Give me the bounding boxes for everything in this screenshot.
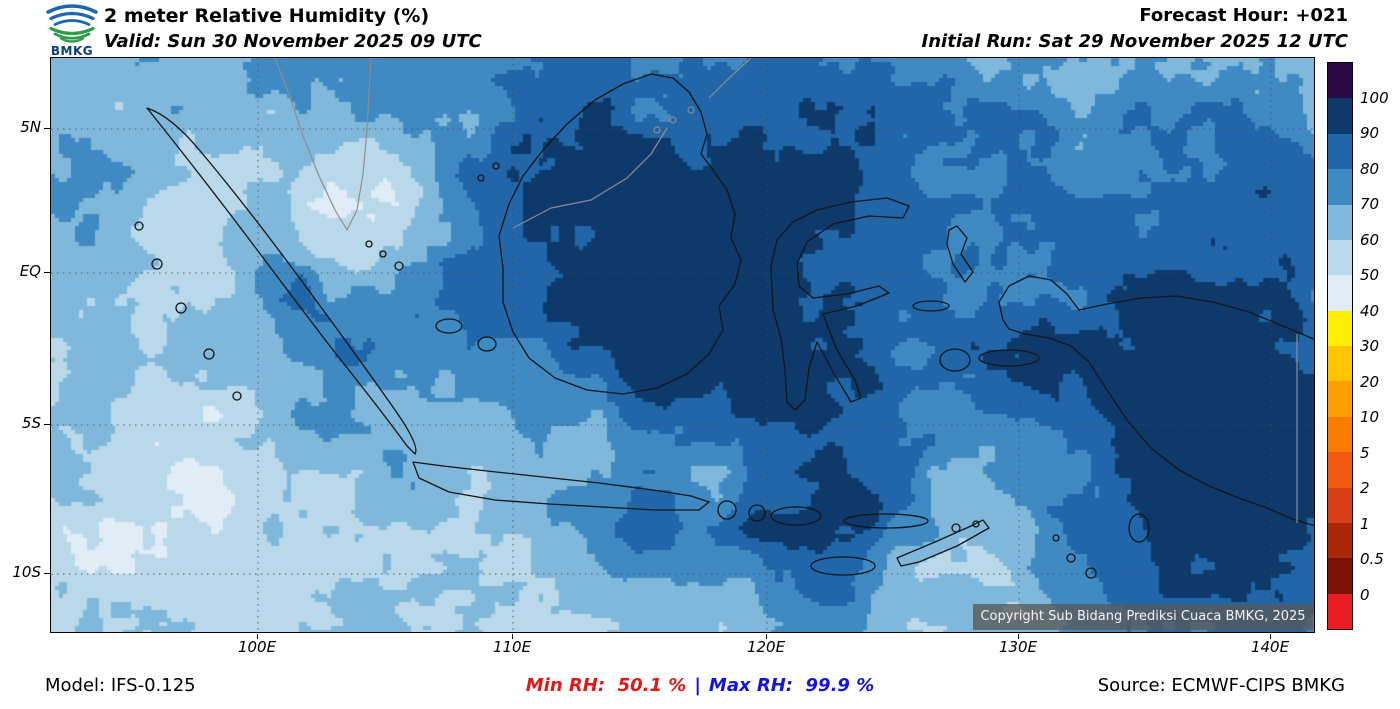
colorbar-segment bbox=[1328, 522, 1352, 559]
borneo-coastline bbox=[498, 73, 742, 395]
graticule bbox=[51, 58, 1314, 632]
colorbar-segment bbox=[1328, 593, 1352, 629]
colorbar-tick-label: 40 bbox=[1360, 301, 1380, 320]
x-axis-tick-label: 120E bbox=[746, 638, 786, 656]
valid-time: Valid: Sun 30 November 2025 09 UTC bbox=[104, 31, 482, 52]
y-axis-tick-mark bbox=[44, 573, 50, 574]
colorbar-segment bbox=[1328, 416, 1352, 453]
y-axis-tick-label: EQ bbox=[19, 262, 41, 280]
sumbawa-coastline bbox=[770, 506, 822, 526]
colorbar-tick-label: 1 bbox=[1360, 514, 1370, 533]
y-axis-tick-label: 5S bbox=[21, 414, 41, 432]
foreign-borders bbox=[274, 58, 1298, 523]
x-axis-tick-mark bbox=[1018, 634, 1019, 639]
colorbar-tick-label: 80 bbox=[1360, 159, 1380, 178]
min-rh: Min RH: 50.1 % bbox=[526, 675, 687, 696]
x-axis-tick-mark bbox=[1270, 634, 1271, 639]
aru-coastline bbox=[1128, 513, 1150, 543]
colorbar-segment bbox=[1328, 346, 1352, 382]
coastlines bbox=[134, 73, 1314, 579]
x-axis-tick-label: 140E bbox=[1250, 638, 1290, 656]
colorbar-tick-label: 2 bbox=[1360, 479, 1370, 497]
buru-coastline bbox=[939, 348, 971, 372]
colorbar-segment bbox=[1328, 275, 1352, 311]
sumba-coastline bbox=[810, 556, 876, 576]
colorbar-segment bbox=[1328, 310, 1352, 346]
colorbar-tick-label: 0 bbox=[1360, 585, 1370, 604]
palawan-coastline bbox=[708, 58, 752, 99]
sulawesi-coastline bbox=[770, 197, 910, 411]
min-rh-value: 50.1 % bbox=[617, 675, 687, 696]
x-axis-tick-label: 110E bbox=[492, 638, 532, 656]
map-overlay bbox=[51, 58, 1314, 632]
y-axis-tick-label: 10S bbox=[12, 563, 41, 581]
rh-minmax: Min RH: 50.1 % | Max RH: 99.9 % bbox=[0, 675, 1400, 696]
colorbar-segment bbox=[1328, 133, 1352, 170]
borneo-malaysia-border bbox=[512, 127, 668, 229]
initial-run: Initial Run: Sat 29 November 2025 12 UTC bbox=[921, 31, 1348, 52]
y-axis-tick-mark bbox=[44, 128, 50, 129]
colorbar-segment bbox=[1328, 239, 1352, 276]
colorbar-tick-label: 50 bbox=[1360, 266, 1380, 284]
colorbar-segment bbox=[1328, 381, 1352, 417]
x-axis-tick-mark bbox=[512, 634, 513, 639]
forecast-hour: Forecast Hour: +021 bbox=[1139, 5, 1348, 26]
colorbar-ticks: 100 90 80 70 60 50 40 30 20 10 5 2 1 0.5 0 bbox=[1360, 62, 1400, 630]
x-axis-tick-label: 130E bbox=[998, 638, 1038, 656]
colorbar-segment bbox=[1328, 452, 1352, 488]
bmkg-logo: BMKG bbox=[42, 3, 102, 58]
colorbar-segment bbox=[1328, 487, 1352, 523]
java-coastline bbox=[412, 461, 710, 511]
colorbar-tick-label: 90 bbox=[1360, 124, 1380, 142]
max-rh-label: Max RH: bbox=[708, 675, 793, 696]
colorbar-tick-label: 10 bbox=[1360, 408, 1380, 426]
colorbar-segment bbox=[1328, 204, 1352, 240]
sula-coastline bbox=[912, 300, 950, 312]
timor-coastline bbox=[896, 519, 990, 567]
colorbar-tick-label: 100 bbox=[1360, 88, 1389, 107]
colorbar-tick-label: 20 bbox=[1360, 372, 1380, 391]
y-axis-tick-mark bbox=[44, 272, 50, 273]
papua-coastline bbox=[998, 275, 1314, 527]
seram-coastline bbox=[978, 349, 1040, 367]
source-label: Source: ECMWF-CIPS BMKG bbox=[1097, 675, 1345, 696]
colorbar-tick-label: 0.5 bbox=[1360, 550, 1384, 568]
bmkg-logo-text: BMKG bbox=[50, 44, 94, 58]
belitung-coastline bbox=[477, 336, 497, 352]
map-plot: Copyright Sub Bidang Prediksi Cuaca BMKG… bbox=[50, 57, 1315, 633]
model-label: Model: IFS-0.125 bbox=[45, 675, 196, 696]
colorbar bbox=[1327, 62, 1353, 630]
bangka-coastline bbox=[435, 318, 463, 334]
halmahera-coastline bbox=[946, 225, 974, 283]
x-axis-tick-label: 100E bbox=[237, 638, 277, 656]
colorbar-segment bbox=[1328, 558, 1352, 594]
lombok-coastline bbox=[748, 504, 766, 522]
colorbar-tick-label: 70 bbox=[1360, 195, 1380, 213]
x-axis-tick-mark bbox=[766, 634, 767, 639]
colorbar-segment bbox=[1328, 98, 1352, 134]
copyright-overlay: Copyright Sub Bidang Prediksi Cuaca BMKG… bbox=[973, 604, 1313, 630]
bali-coastline bbox=[717, 500, 737, 520]
colorbar-tick-label: 5 bbox=[1360, 443, 1370, 462]
y-axis-tick-label: 5N bbox=[20, 118, 41, 136]
colorbar-segment bbox=[1328, 169, 1352, 205]
minmax-separator: | bbox=[694, 675, 701, 696]
flores-coastline bbox=[843, 513, 929, 529]
bmkg-logo-icon bbox=[46, 4, 98, 43]
min-rh-label: Min RH: bbox=[525, 675, 606, 696]
y-axis-tick-mark bbox=[44, 424, 50, 425]
colorbar-segments bbox=[1328, 63, 1352, 629]
page-title: 2 meter Relative Humidity (%) bbox=[104, 5, 430, 27]
max-rh: Max RH: 99.9 % bbox=[709, 675, 874, 696]
malay-peninsula-coastline bbox=[274, 58, 372, 231]
x-axis-tick-mark bbox=[257, 634, 258, 639]
max-rh-value: 99.9 % bbox=[805, 675, 875, 696]
colorbar-segment bbox=[1328, 63, 1352, 99]
humidity-field-canvas bbox=[51, 58, 1314, 632]
colorbar-tick-label: 30 bbox=[1360, 337, 1380, 355]
sumatra-coastline bbox=[146, 107, 417, 455]
colorbar-tick-label: 60 bbox=[1360, 230, 1380, 249]
